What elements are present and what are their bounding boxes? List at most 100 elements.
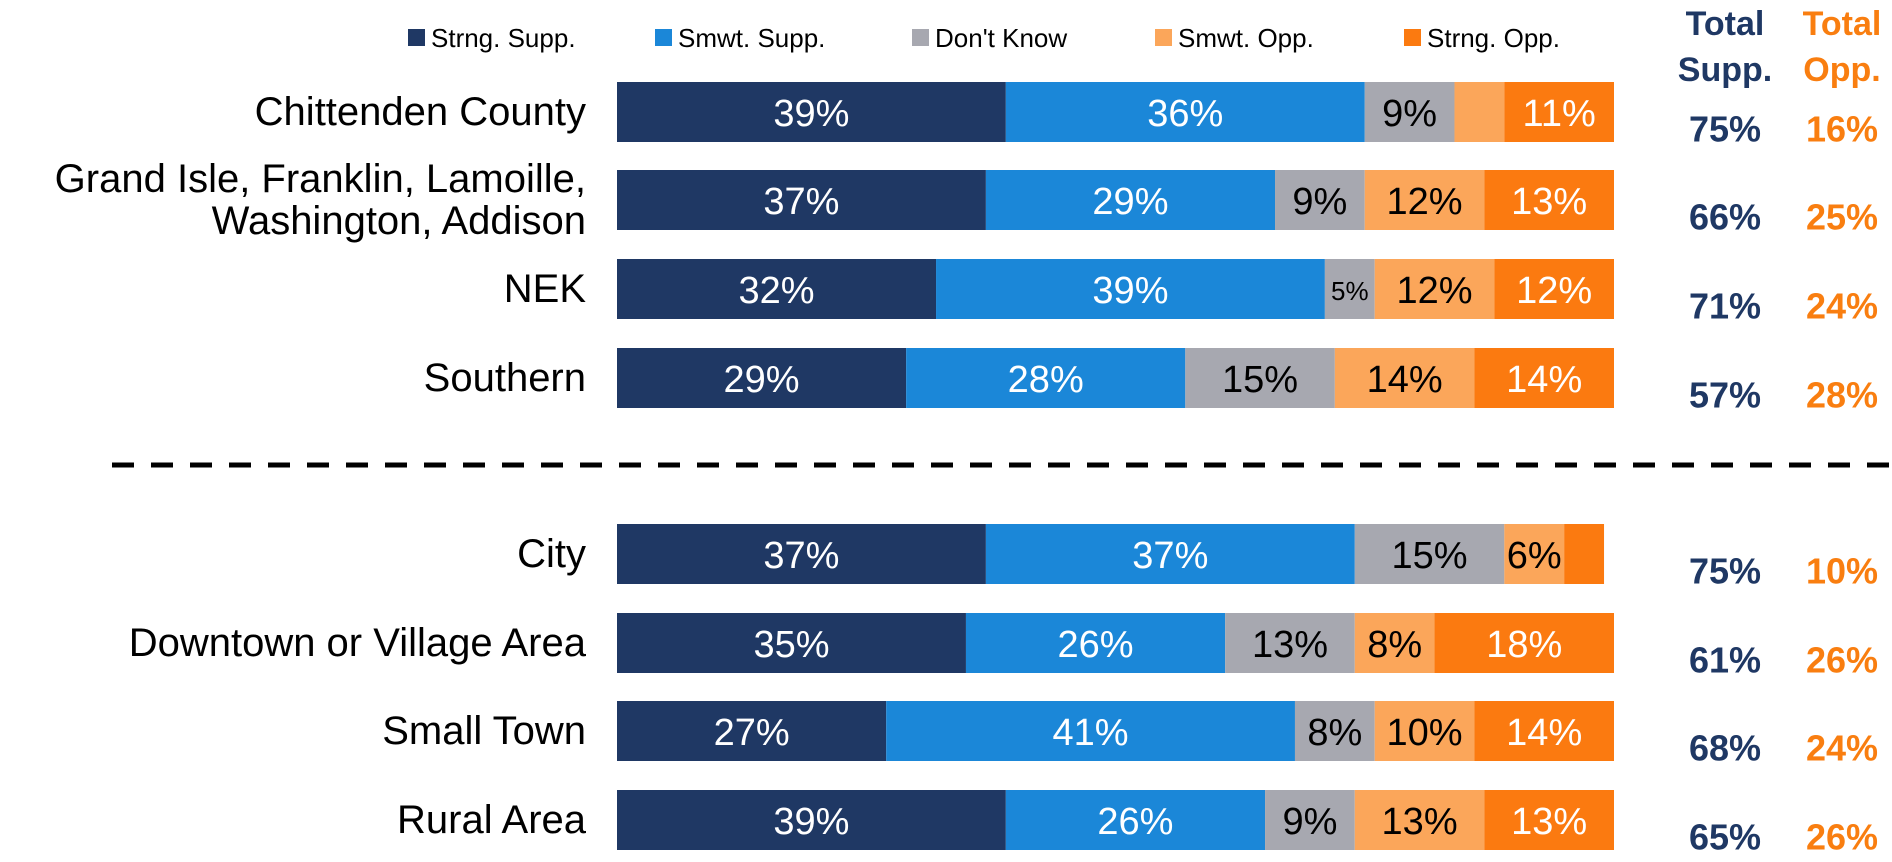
total-value: 10% bbox=[1806, 551, 1878, 592]
total-value: 26% bbox=[1806, 817, 1878, 858]
data-label: 8% bbox=[1367, 624, 1422, 666]
bar-segment bbox=[906, 348, 1186, 408]
category-label: Rural Area bbox=[397, 798, 586, 842]
bar-segment bbox=[1474, 348, 1614, 408]
bar-segment bbox=[1504, 82, 1614, 142]
data-label: 37% bbox=[763, 535, 839, 577]
data-label: 11% bbox=[1523, 93, 1596, 135]
bar-segment bbox=[1434, 613, 1614, 673]
legend-swatch bbox=[408, 29, 425, 46]
bar-segment bbox=[1005, 790, 1266, 850]
data-label: 37% bbox=[1132, 535, 1208, 577]
total-value: 61% bbox=[1689, 640, 1761, 681]
data-label: 35% bbox=[753, 624, 829, 666]
total-header: Total bbox=[1803, 5, 1882, 43]
data-label: 26% bbox=[1097, 801, 1173, 843]
data-label: 27% bbox=[714, 712, 790, 754]
bar-segment bbox=[1275, 170, 1365, 230]
bar-segment bbox=[617, 259, 937, 319]
total-value: 65% bbox=[1689, 817, 1761, 858]
data-label: 37% bbox=[763, 181, 839, 223]
bar-segment bbox=[1474, 701, 1614, 761]
bar-segment bbox=[617, 524, 986, 584]
data-label: 15% bbox=[1392, 535, 1468, 577]
bar-segment bbox=[1334, 348, 1475, 408]
bar-segment bbox=[617, 701, 887, 761]
data-label: 14% bbox=[1367, 359, 1443, 401]
bar-segment bbox=[1354, 613, 1435, 673]
legend-swatch bbox=[655, 29, 672, 46]
legend-label: Smwt. Opp. bbox=[1178, 23, 1314, 53]
bar-segment bbox=[1354, 524, 1505, 584]
bar-segment bbox=[617, 790, 1006, 850]
data-label: 10% bbox=[1387, 712, 1463, 754]
bar-segment bbox=[1484, 790, 1614, 850]
bar-segment bbox=[1324, 259, 1375, 319]
total-value: 75% bbox=[1689, 109, 1761, 150]
data-label: 13% bbox=[1252, 624, 1328, 666]
data-label: 41% bbox=[1053, 712, 1129, 754]
bar-segment bbox=[1374, 701, 1475, 761]
bar-segment bbox=[1225, 613, 1355, 673]
bar-segment bbox=[936, 259, 1325, 319]
bar-segment bbox=[1484, 170, 1614, 230]
data-label: 6% bbox=[1507, 535, 1562, 577]
legend-label: Don't Know bbox=[935, 23, 1067, 53]
total-value: 24% bbox=[1806, 286, 1878, 327]
bar-segment bbox=[1364, 82, 1455, 142]
bar-segment bbox=[1364, 170, 1485, 230]
bar-segment bbox=[617, 348, 907, 408]
bar-segment bbox=[1564, 524, 1605, 584]
bar-segment bbox=[617, 170, 986, 230]
total-header: Supp. bbox=[1678, 51, 1772, 89]
total-value: 66% bbox=[1689, 197, 1761, 238]
category-label: Grand Isle, Franklin, Lamoille, Washingt… bbox=[54, 157, 586, 243]
data-label: 9% bbox=[1382, 93, 1437, 135]
bar-segment bbox=[1265, 790, 1355, 850]
bar-segment bbox=[965, 613, 1226, 673]
bar-segment bbox=[617, 613, 966, 673]
legend-label: Strng. Opp. bbox=[1427, 23, 1560, 53]
data-label: 13% bbox=[1382, 801, 1458, 843]
data-label: 12% bbox=[1387, 181, 1463, 223]
total-value: 16% bbox=[1806, 109, 1878, 150]
data-label: 29% bbox=[724, 359, 800, 401]
bar-segment bbox=[985, 170, 1276, 230]
data-label: 26% bbox=[1058, 624, 1134, 666]
data-label: 36% bbox=[1147, 93, 1223, 135]
legend-swatch bbox=[1155, 29, 1172, 46]
data-label: 9% bbox=[1282, 801, 1337, 843]
total-value: 71% bbox=[1689, 286, 1761, 327]
data-label: 13% bbox=[1511, 181, 1587, 223]
bar-segment bbox=[1294, 701, 1375, 761]
bar-segment bbox=[1185, 348, 1335, 408]
total-header: Opp. bbox=[1803, 51, 1880, 89]
data-label: 5% bbox=[1331, 276, 1369, 306]
data-label: 12% bbox=[1397, 270, 1473, 312]
bar-segment bbox=[1494, 259, 1614, 319]
data-label: 15% bbox=[1222, 359, 1298, 401]
legend-swatch bbox=[912, 29, 929, 46]
data-label: 28% bbox=[1008, 359, 1084, 401]
data-label: 9% bbox=[1292, 181, 1347, 223]
total-value: 57% bbox=[1689, 375, 1761, 416]
data-label: 13% bbox=[1511, 801, 1587, 843]
bar-segment bbox=[1354, 790, 1485, 850]
total-value: 28% bbox=[1806, 375, 1878, 416]
data-label: 18% bbox=[1486, 624, 1562, 666]
total-value: 24% bbox=[1806, 728, 1878, 769]
bar-segment bbox=[886, 701, 1295, 761]
bar-segment bbox=[1454, 82, 1505, 142]
total-value: 68% bbox=[1689, 728, 1761, 769]
bar-segment bbox=[985, 524, 1355, 584]
data-label: 14% bbox=[1506, 712, 1582, 754]
data-label: 39% bbox=[773, 801, 849, 843]
data-label: 29% bbox=[1092, 181, 1168, 223]
legend-label: Strng. Supp. bbox=[431, 23, 576, 53]
data-label: 14% bbox=[1506, 359, 1582, 401]
data-label: 12% bbox=[1516, 270, 1592, 312]
total-value: 25% bbox=[1806, 197, 1878, 238]
data-label: 39% bbox=[1092, 270, 1168, 312]
